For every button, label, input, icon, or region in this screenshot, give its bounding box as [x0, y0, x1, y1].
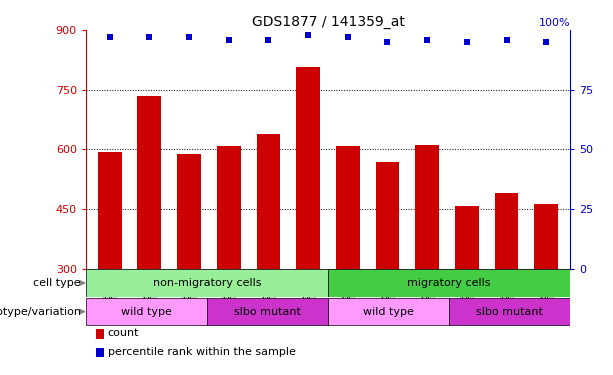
Point [462, 39, 472, 45]
Bar [495, 193, 519, 375]
Text: slbo mutant: slbo mutant [476, 307, 543, 316]
Bar [336, 146, 360, 375]
Bar [455, 206, 479, 375]
Text: count: count [108, 328, 139, 338]
Text: wild type: wild type [363, 307, 414, 316]
Text: wild type: wild type [121, 307, 172, 316]
Bar [97, 152, 121, 375]
Point [224, 36, 234, 42]
Bar [376, 162, 400, 375]
Point [422, 36, 432, 42]
Point [184, 34, 194, 40]
Point [264, 36, 273, 42]
Point [343, 34, 352, 40]
Text: genotype/variation: genotype/variation [0, 307, 85, 316]
Bar [535, 204, 558, 375]
Text: migratory cells: migratory cells [407, 278, 491, 288]
Bar [96, 348, 104, 357]
Bar [137, 96, 161, 375]
Bar [207, 298, 328, 326]
Bar [217, 146, 241, 375]
Bar [328, 298, 449, 326]
Bar [415, 146, 439, 375]
Point [145, 34, 154, 40]
Bar [256, 134, 280, 375]
Bar [296, 67, 320, 375]
Title: GDS1877 / 141359_at: GDS1877 / 141359_at [251, 15, 405, 29]
Bar [328, 269, 570, 297]
Point [383, 39, 392, 45]
Text: 100%: 100% [538, 18, 570, 28]
Point [501, 36, 511, 42]
Point [303, 32, 313, 38]
Text: slbo mutant: slbo mutant [234, 307, 301, 316]
Bar [86, 269, 328, 297]
Text: percentile rank within the sample: percentile rank within the sample [108, 347, 295, 357]
Bar [96, 329, 104, 339]
Text: non-migratory cells: non-migratory cells [153, 278, 261, 288]
Point [541, 39, 551, 45]
Point [105, 34, 115, 40]
Text: cell type: cell type [33, 278, 85, 288]
Bar [177, 154, 201, 375]
Bar [449, 298, 570, 326]
Bar [86, 298, 207, 326]
